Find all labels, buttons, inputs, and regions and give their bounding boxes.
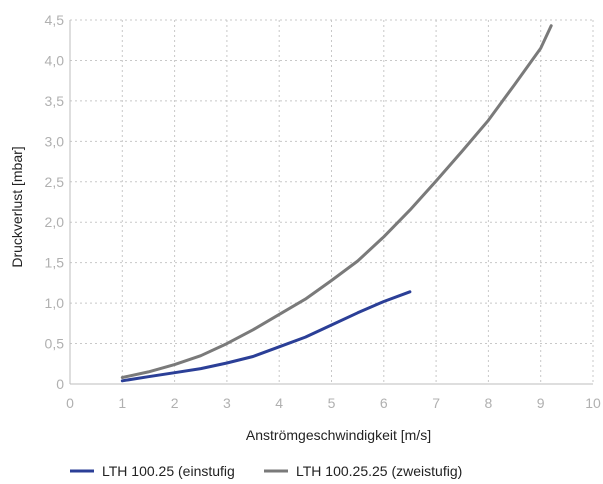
legend: LTH 100.25 (einstufig LTH 100.25.25 (zwei… — [70, 463, 462, 479]
y-tick-label: 3,0 — [45, 133, 65, 149]
series-line-1 — [120, 290, 412, 383]
tick-labels: 0 1 2 3 4 5 6 7 8 9 10 0 0,5 1,0 1,5 2,0 2,5 3,0 3,5 4,0 4,5 — [45, 12, 601, 411]
x-tick-label: 9 — [537, 395, 545, 411]
y-tick-label: 1,0 — [45, 295, 65, 311]
y-axis-title: Druckverlust [mbar] — [9, 146, 25, 267]
x-tick-label: 7 — [432, 395, 440, 411]
y-tick-label: 0,5 — [45, 336, 65, 352]
series-line-2 — [120, 24, 553, 379]
x-tick-label: 3 — [223, 395, 231, 411]
grid — [70, 19, 594, 384]
y-tick-label: 2,5 — [45, 174, 65, 190]
x-tick-label: 4 — [275, 395, 283, 411]
legend-label-2: LTH 100.25.25 (zweistufig) — [296, 463, 462, 479]
x-tick-label: 8 — [485, 395, 493, 411]
y-tick-label: 4,5 — [45, 12, 65, 28]
x-tick-label: 0 — [66, 395, 74, 411]
x-tick-label: 2 — [171, 395, 179, 411]
axes — [69, 20, 593, 385]
x-tick-label: 10 — [585, 395, 601, 411]
x-tick-label: 1 — [118, 395, 126, 411]
y-tick-label: 3,5 — [45, 93, 65, 109]
x-tick-label: 6 — [380, 395, 388, 411]
x-axis-title: Anströmgeschwindigkeit [m/s] — [246, 427, 431, 443]
y-tick-label: 1,5 — [45, 255, 65, 271]
y-tick-label: 0 — [56, 376, 64, 392]
series-lines — [120, 24, 553, 383]
x-tick-label: 5 — [328, 395, 336, 411]
y-tick-label: 4,0 — [45, 52, 65, 68]
y-tick-label: 2,0 — [45, 214, 65, 230]
legend-label-1: LTH 100.25 (einstufig — [102, 463, 235, 479]
